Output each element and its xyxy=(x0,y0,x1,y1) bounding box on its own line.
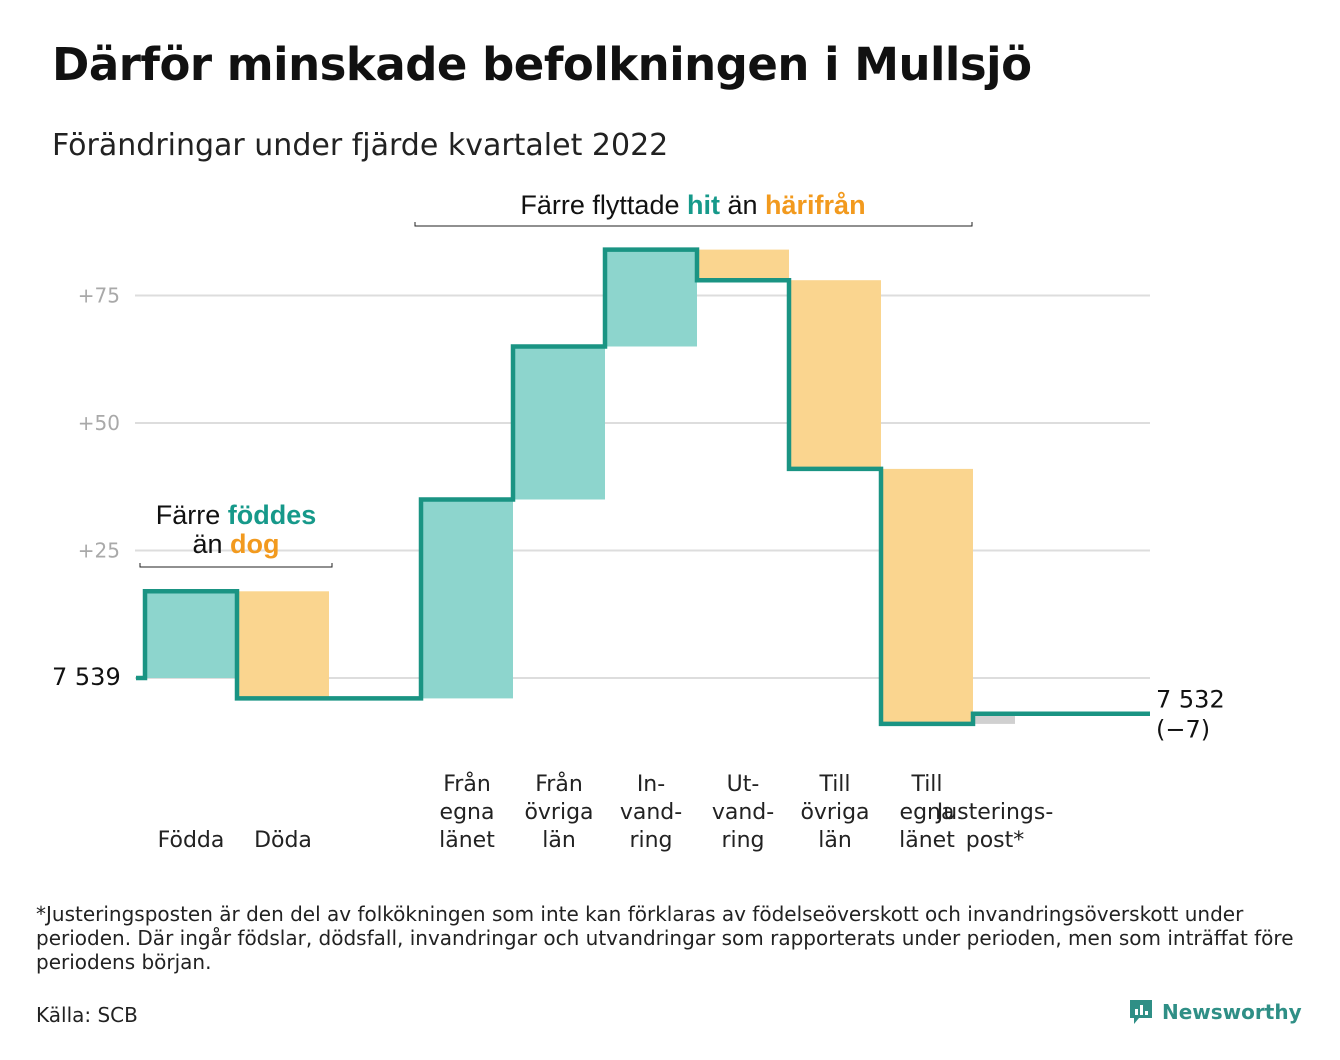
bar-doda xyxy=(237,591,329,699)
bar-fran-ovriga-lan xyxy=(513,346,605,500)
cumulative-line xyxy=(136,247,1150,727)
annotation-text: hit xyxy=(687,190,720,220)
category-label-fran-ovriga-lan: Från xyxy=(535,771,583,797)
page-title: Därför minskade befolkningen i Mullsjö xyxy=(52,38,1032,91)
y-tick-label: +25 xyxy=(78,539,120,563)
footnote: *Justeringsposten är den del av folkökni… xyxy=(36,902,1294,974)
category-label-invandring: vand- xyxy=(620,800,682,825)
brand-name: Newsworthy xyxy=(1162,1000,1302,1024)
annotation-births-deaths: än dog xyxy=(192,529,279,559)
category-label-justeringspost: post* xyxy=(966,828,1025,853)
y-tick-label: +50 xyxy=(78,411,120,435)
category-label-fran-ovriga-lan: län xyxy=(542,828,576,853)
bars xyxy=(145,249,1015,724)
category-label-fran-egna-lanet: egna xyxy=(440,800,495,825)
annotation-bracket xyxy=(414,222,973,227)
labels: 7 539 7 532(−7) Födda Döda Från egna länet Från… xyxy=(52,663,1225,853)
annotation-text: föddes xyxy=(228,500,317,530)
end-change-label: (−7) xyxy=(1156,716,1210,744)
bar-invandring xyxy=(605,249,697,347)
source-note: Källa: SCB xyxy=(36,1003,138,1027)
y-tick-label: +75 xyxy=(78,284,120,308)
category-label-till-egna-lanet: länet xyxy=(899,828,955,853)
brand-logo: Newsworthy xyxy=(1128,998,1302,1026)
annotation-migration: Färre flyttade hit än härifrån xyxy=(520,190,865,220)
category-label-justeringspost: Justerings- xyxy=(935,800,1054,825)
bar-justeringspost xyxy=(973,713,1015,724)
annotation-text: än xyxy=(720,190,765,220)
category-label-fran-ovriga-lan: övriga xyxy=(524,800,593,825)
annotation-text: Färre flyttade xyxy=(520,190,687,220)
category-label-utvandring: ring xyxy=(721,828,764,853)
category-label-invandring: In- xyxy=(637,772,665,797)
annotation-bracket xyxy=(139,563,333,568)
annotation-births-deaths: Färre föddes xyxy=(156,500,317,530)
bar-fodda xyxy=(145,591,237,678)
end-value-label: 7 532 xyxy=(1156,686,1225,714)
category-label-utvandring: Ut- xyxy=(727,772,760,797)
annotation-text: härifrån xyxy=(765,190,866,220)
bar-utvandring xyxy=(697,249,789,281)
annotation-text: dog xyxy=(230,529,279,559)
category-label-fran-egna-lanet: länet xyxy=(439,828,495,853)
category-label-fodda: Födda xyxy=(158,828,225,853)
waterfall-chart: +25 +50 +75 7 539 7 532(−7) Födda Döda Från egn… xyxy=(52,190,1225,853)
step-line xyxy=(136,247,1150,727)
category-label-till-ovriga-lan: Till xyxy=(818,772,850,797)
category-label-invandring: ring xyxy=(629,828,672,853)
category-label-doda: Döda xyxy=(254,828,312,853)
annotation-text: än xyxy=(192,529,230,559)
bar-fran-egna-lanet xyxy=(421,499,513,699)
bar-till-egna-lanet xyxy=(881,468,973,724)
category-label-till-ovriga-lan: län xyxy=(818,828,852,853)
category-label-till-egna-lanet: egna xyxy=(900,800,955,825)
category-label-till-ovriga-lan: övriga xyxy=(800,800,869,825)
page-subtitle: Förändringar under fjärde kvartalet 2022 xyxy=(52,128,669,163)
newsworthy-logo-icon xyxy=(1130,1000,1152,1024)
bar-till-ovriga-lan xyxy=(789,280,881,469)
category-label-till-egna-lanet: Till xyxy=(910,772,942,797)
start-value-label: 7 539 xyxy=(52,663,121,691)
category-label-utvandring: vand- xyxy=(712,800,774,825)
annotation-text: Färre xyxy=(156,500,228,530)
category-label-fran-egna-lanet: Från xyxy=(443,771,491,797)
